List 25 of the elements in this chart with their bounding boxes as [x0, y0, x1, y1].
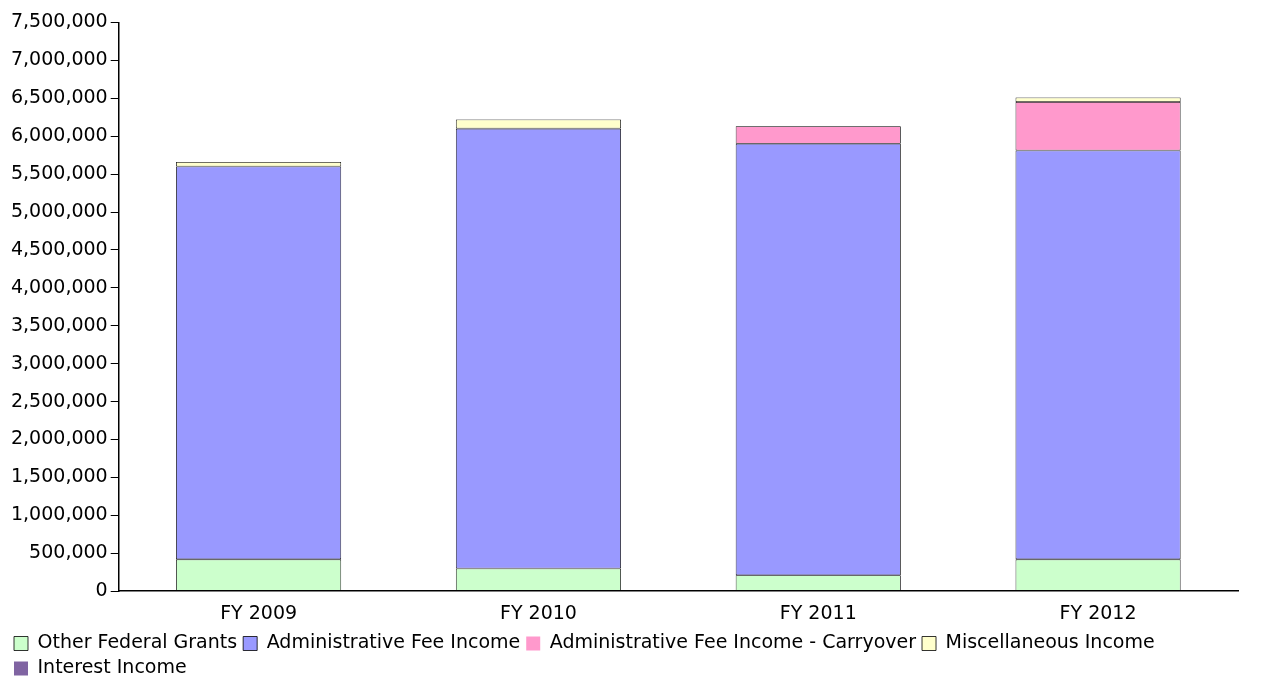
legend-label: Interest Income: [37, 655, 187, 678]
y-tick-label: 0: [95, 578, 108, 601]
y-tick-label: 1,500,000: [10, 464, 108, 487]
legend-label: Other Federal Grants: [37, 630, 238, 653]
x-tick-label: FY 2012: [1059, 600, 1137, 623]
y-tick-label: 6,500,000: [10, 85, 108, 108]
y-tick-label: 3,000,000: [10, 350, 108, 373]
y-tick-label: 6,000,000: [10, 123, 108, 146]
legend-label: Administrative Fee Income - Carryover: [549, 630, 917, 653]
y-tick-label: 7,500,000: [10, 9, 108, 32]
y-tick-label: 4,000,000: [10, 274, 108, 297]
legend-label: Administrative Fee Income: [266, 630, 521, 653]
legend-label: Miscellaneous Income: [945, 630, 1155, 653]
y-tick-label: 2,500,000: [10, 388, 108, 411]
y-tick-label: 7,000,000: [10, 47, 108, 70]
y-tick-label: 500,000: [29, 540, 108, 563]
y-tick-label: 3,500,000: [10, 312, 108, 335]
y-tick-label: 4,500,000: [10, 236, 108, 259]
x-tick-label: FY 2011: [779, 600, 857, 623]
y-tick-label: 5,500,000: [10, 161, 108, 184]
y-tick-label: 1,000,000: [10, 502, 108, 525]
y-tick-label: 5,000,000: [10, 198, 108, 221]
x-tick-label: FY 2010: [499, 600, 577, 623]
x-tick-label: FY 2009: [220, 600, 298, 623]
y-tick-label: 2,000,000: [10, 426, 108, 449]
